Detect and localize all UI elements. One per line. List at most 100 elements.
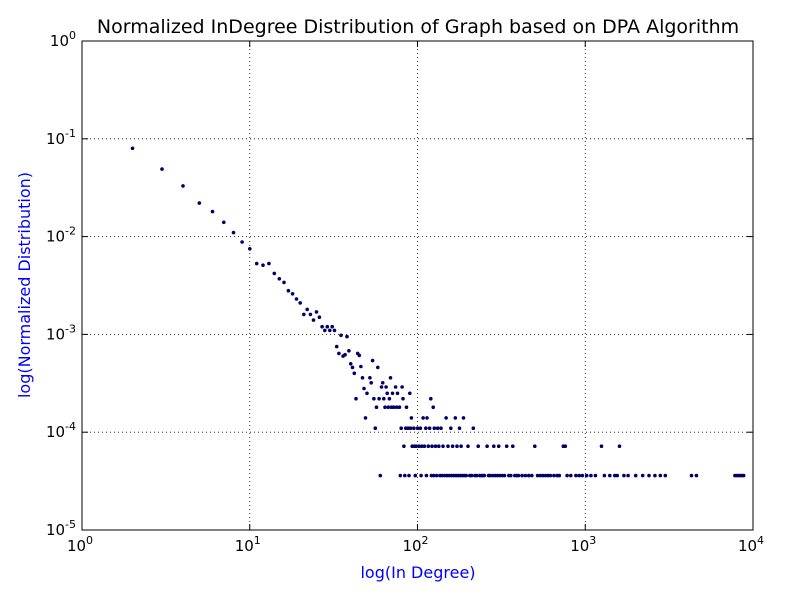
data-point [444,416,448,420]
data-point [407,473,411,478]
data-point [320,324,324,329]
data-point [272,271,277,276]
data-point [412,426,416,431]
data-point [533,444,537,449]
data-point [330,324,335,329]
data-point [314,310,319,314]
data-point [577,473,581,478]
data-point [398,473,403,478]
data-point [622,473,626,478]
data-point [388,376,393,380]
data-point [403,473,407,478]
data-point [469,473,474,478]
data-point [461,416,466,420]
data-point [393,385,398,389]
data-point [457,426,462,431]
data-point [429,396,433,401]
data-point [222,220,226,225]
data-point [305,307,310,312]
y-tick-label: 10-5 [46,518,76,539]
data-point [504,444,509,449]
data-point [615,473,619,478]
data-point [369,381,374,385]
data-point [502,473,507,478]
data-point [382,396,386,401]
data-point [254,261,259,266]
data-point [373,426,378,431]
data-point [565,473,569,478]
data-point [386,405,391,410]
data-point [379,385,384,389]
data-point [530,473,534,478]
data-point [298,301,303,305]
data-point [181,184,185,188]
data-point [408,426,413,431]
data-point [395,391,400,396]
data-point [482,473,487,478]
data-point [535,473,540,478]
data-point [317,315,322,320]
data-point [608,473,612,478]
data-point [476,444,481,449]
data-point [231,230,236,235]
y-tick-label: 10-3 [46,322,76,343]
data-point [332,328,337,333]
data-point [282,280,286,285]
data-point [347,349,351,353]
data-point [362,386,366,391]
data-point [459,444,463,449]
data-point [434,473,439,478]
data-point [426,444,431,449]
y-tick-label: 10-2 [46,225,76,246]
data-point [552,473,556,478]
data-point [557,473,562,478]
data-point [488,473,492,478]
x-tick-label: 101 [235,534,261,555]
data-point [414,444,418,449]
data-point [348,362,353,366]
data-point [368,376,372,380]
data-point [210,209,215,214]
data-point [658,473,663,478]
data-point [689,473,694,478]
data-point [424,473,429,478]
data-point [626,473,630,478]
data-point [352,371,357,376]
chart-title: Normalized InDegree Distribution of Grap… [97,16,739,38]
data-point [370,358,375,363]
data-point [357,353,362,358]
y-tick-label: 10-1 [46,127,76,148]
data-point [403,426,408,431]
data-point [647,473,651,478]
data-point [350,365,355,370]
data-point [419,473,423,478]
data-point [397,405,402,410]
data-point [464,473,469,478]
data-point [526,473,531,478]
data-point [421,416,425,420]
data-point [431,405,436,410]
data-point [455,444,459,449]
data-point [437,444,441,449]
data-point [523,473,528,478]
data-point [363,416,368,420]
x-tick-label: 104 [738,534,764,555]
data-point [617,444,622,449]
data-point [372,396,376,401]
data-point [516,473,521,478]
data-point [432,426,437,431]
data-point [323,328,327,333]
data-point [408,391,412,396]
grid-lines [82,41,753,530]
data-point [197,201,202,205]
data-point [449,426,453,431]
data-point [402,444,406,449]
data-point [415,426,420,431]
data-point [633,473,638,478]
data-point [496,444,501,449]
data-point [569,473,573,478]
data-point [354,396,358,401]
data-point [466,444,470,449]
data-point [520,473,524,478]
